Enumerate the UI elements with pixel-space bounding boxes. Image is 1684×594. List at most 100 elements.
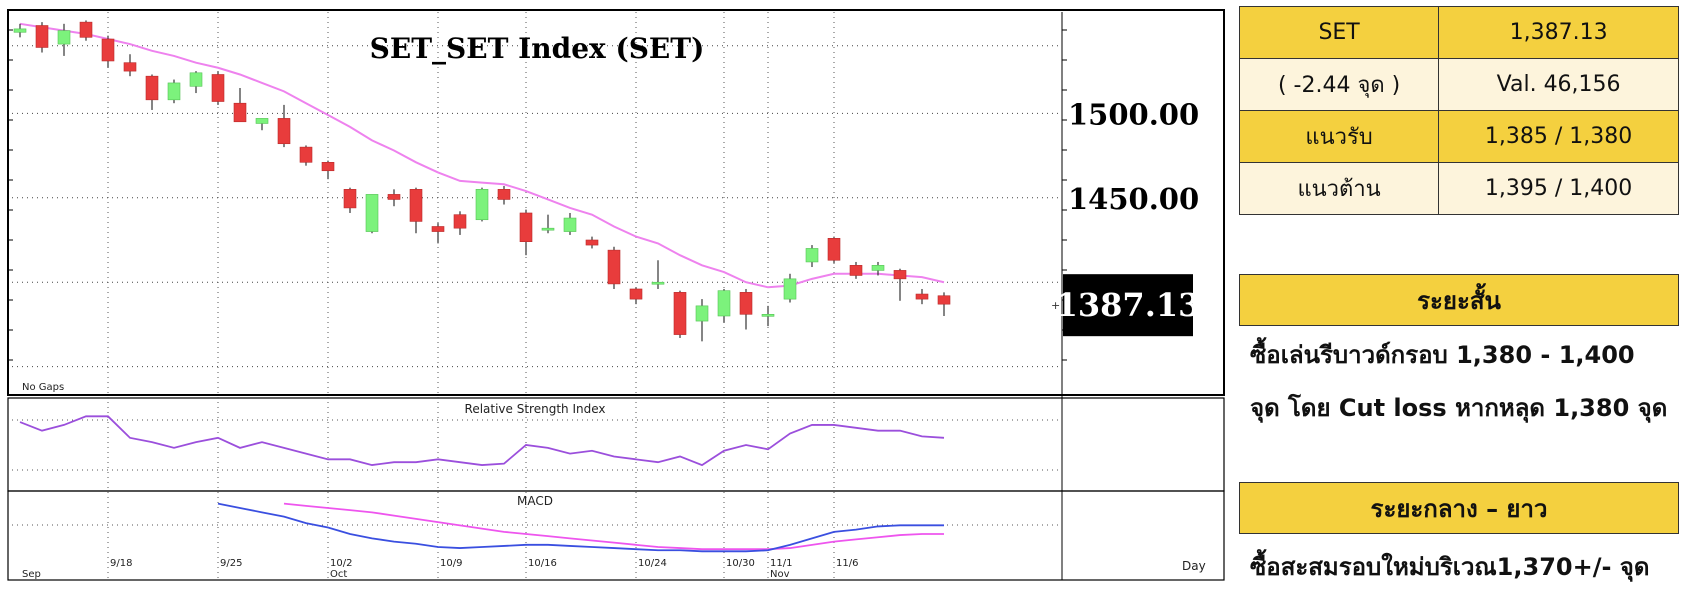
month-label: Sep	[22, 569, 41, 580]
candle-body-down	[123, 62, 137, 72]
candle	[915, 288, 929, 305]
month-label: Nov	[770, 569, 790, 580]
price-panel-frame	[7, 9, 1225, 396]
candle-body-down	[607, 249, 621, 285]
candle	[123, 54, 137, 77]
candle-body-down	[277, 118, 291, 145]
candle-body-down	[343, 189, 357, 209]
candle-body-down	[299, 146, 313, 163]
candle	[255, 118, 269, 131]
x-tick-label: 11/6	[836, 558, 858, 569]
candle	[607, 246, 621, 289]
x-tick-label: 10/24	[638, 558, 667, 569]
candle	[35, 22, 49, 53]
candle-body-down	[321, 162, 335, 172]
candle	[695, 299, 709, 342]
candle-body-up	[761, 314, 775, 317]
x-tick-label: 10/2	[330, 558, 352, 569]
candle	[783, 273, 797, 303]
candle	[409, 187, 423, 234]
info-label-resistance: แนวต้าน	[1238, 162, 1440, 215]
candle-body-up	[695, 305, 709, 322]
candle-body-down	[35, 25, 49, 48]
chart-title: SET_SET Index (SET)	[370, 32, 705, 65]
x-tick-label: 11/1	[770, 558, 792, 569]
candle-body-up	[651, 281, 665, 285]
macd-signal-line	[283, 502, 944, 551]
candle	[453, 211, 467, 235]
candle-body-down	[497, 189, 511, 200]
candle	[519, 209, 533, 256]
candle	[299, 145, 313, 166]
short-term-line-1: ซื้อเล่นรีบาวด์กรอบ 1,380 - 1,400	[1250, 341, 1635, 369]
info-row-set: SET 1,387.13	[1238, 6, 1679, 59]
macd-label: MACD	[517, 494, 553, 508]
candle-body-down	[387, 194, 401, 200]
candle	[497, 185, 511, 205]
candle	[827, 236, 841, 264]
candle	[541, 214, 555, 234]
candle-body-up	[805, 248, 819, 263]
info-label-support: แนวรับ	[1238, 110, 1440, 163]
candle-body-down	[211, 74, 225, 102]
candle	[79, 20, 93, 41]
last-price-marker: +	[1051, 299, 1060, 312]
candle	[167, 79, 181, 104]
month-label: Oct	[330, 569, 347, 580]
candle	[101, 35, 115, 68]
candle-body-up	[541, 227, 555, 231]
candle	[431, 223, 445, 244]
candle	[57, 23, 71, 56]
x-tick-label: 10/30	[726, 558, 755, 569]
x-tick-label: 9/18	[110, 558, 132, 569]
candle-body-down	[519, 212, 533, 242]
candle-body-up	[255, 118, 269, 124]
info-table: SET 1,387.13 ( -2.44 จุด ) Val. 46,156 แ…	[1238, 6, 1679, 215]
candle-body-down	[431, 226, 445, 232]
rsi-label: Relative Strength Index	[465, 402, 606, 416]
candle-body-down	[409, 189, 423, 222]
candle	[629, 287, 643, 305]
info-row-change: ( -2.44 จุด ) Val. 46,156	[1238, 58, 1679, 111]
last-price-box	[1063, 274, 1193, 337]
candle	[145, 74, 159, 110]
candle-body-down	[849, 265, 863, 276]
candle-body-up	[57, 30, 71, 45]
candle	[673, 290, 687, 338]
candle	[893, 268, 907, 301]
info-row-support: แนวรับ 1,385 / 1,380	[1238, 110, 1679, 163]
candle	[211, 71, 225, 105]
long-term-line-1: ซื้อสะสมรอบใหม่บริเวณ1,370+/- จุด	[1250, 553, 1650, 581]
y-tick-label: 1450.00	[1068, 182, 1199, 216]
x-tick-label: 10/9	[440, 558, 462, 569]
info-value-resistance: 1,395 / 1,400	[1438, 162, 1679, 215]
candle-body-up	[167, 82, 181, 101]
candle	[387, 189, 401, 207]
candle	[321, 160, 335, 180]
candle	[475, 187, 489, 222]
info-value-support: 1,385 / 1,380	[1438, 110, 1679, 163]
candle-body-up	[189, 72, 203, 87]
candle	[585, 236, 599, 249]
candle-body-up	[871, 265, 885, 271]
info-value-volume: Val. 46,156	[1438, 58, 1679, 111]
candle-body-down	[673, 292, 687, 335]
candle-body-down	[585, 239, 599, 246]
candle	[717, 288, 731, 323]
last-price-label: 1387.13	[1056, 286, 1201, 324]
period-label: Day	[1182, 559, 1206, 573]
info-value-set: 1,387.13	[1438, 6, 1679, 59]
candle-body-down	[453, 214, 467, 229]
info-label-set: SET	[1238, 6, 1440, 59]
candle	[233, 88, 247, 123]
macd-panel-frame	[7, 490, 1225, 581]
candle-body-down	[145, 75, 159, 101]
candle	[871, 261, 885, 276]
candle-body-up	[717, 290, 731, 317]
candle-body-down	[79, 21, 93, 38]
candle	[13, 23, 27, 38]
candle	[343, 187, 357, 213]
candle	[563, 212, 577, 235]
candle-body-down	[937, 295, 951, 305]
long-term-heading: ระยะกลาง – ยาว	[1239, 482, 1679, 534]
